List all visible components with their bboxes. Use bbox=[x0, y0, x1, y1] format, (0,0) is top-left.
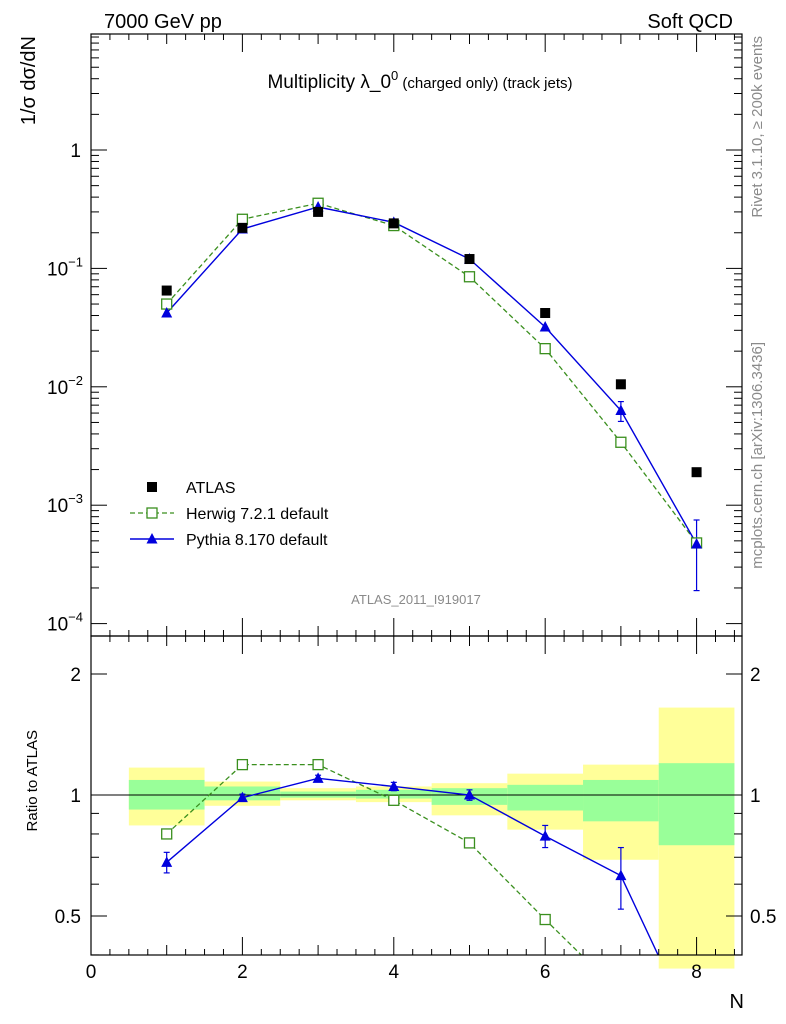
y-tick-label: 10−4 bbox=[47, 610, 83, 636]
herwig-ratio-marker bbox=[236, 758, 249, 771]
pythia-line bbox=[166, 206, 698, 545]
ratio-band-inner bbox=[507, 784, 584, 811]
pythia-marker bbox=[615, 404, 627, 416]
ratio-band-inner bbox=[583, 779, 659, 822]
x-tick-label: 6 bbox=[540, 962, 551, 983]
herwig-marker bbox=[539, 342, 551, 355]
chart-title-main: Multiplicity λ_0 bbox=[267, 72, 391, 93]
herwig-marker bbox=[615, 436, 627, 448]
pythia-ratio-marker bbox=[312, 772, 324, 783]
legend-herwig-marker bbox=[146, 507, 158, 519]
y-tick-base: 10 bbox=[47, 615, 68, 636]
atlas-marker bbox=[691, 467, 702, 478]
ratio-series-clipped bbox=[161, 758, 659, 955]
herwig-line bbox=[166, 202, 698, 544]
legend-label: Herwig 7.2.1 default bbox=[186, 506, 329, 523]
y-tick-base: 10 bbox=[47, 259, 68, 280]
x-tick-label: 4 bbox=[389, 962, 400, 983]
ratio-y-tick-label: 1 bbox=[70, 786, 81, 807]
herwig-marker bbox=[236, 213, 249, 225]
y-tick-label: 10−2 bbox=[47, 373, 83, 399]
x-tick-label: 8 bbox=[691, 962, 702, 983]
ratio-y-axis-title: Ratio to ATLAS bbox=[24, 730, 41, 831]
main-series-group bbox=[161, 197, 703, 592]
x-tick-label: 0 bbox=[86, 962, 97, 983]
atlas-marker bbox=[161, 285, 172, 296]
legend-pythia-marker bbox=[146, 533, 158, 544]
herwig-ratio-marker bbox=[463, 837, 476, 849]
pythia-marker bbox=[539, 320, 551, 332]
ratio-y-tick-label-right: 1 bbox=[750, 786, 761, 807]
legend-label: ATLAS bbox=[186, 480, 236, 497]
herwig-marker bbox=[463, 271, 476, 283]
pythia-ratio-marker bbox=[236, 791, 248, 803]
y-tick-exponent: −2 bbox=[68, 373, 83, 388]
x-tick-label: 2 bbox=[237, 962, 248, 983]
y-tick-exponent: −3 bbox=[68, 491, 83, 506]
atlas-marker bbox=[540, 308, 551, 319]
pythia-ratio-marker bbox=[161, 856, 173, 867]
y-tick-label: 10−1 bbox=[47, 254, 83, 280]
herwig-ratio-marker bbox=[539, 913, 551, 926]
y-axis-title: 1/σ dσ/dN bbox=[18, 36, 40, 125]
ratio-uncertainty-bands bbox=[128, 707, 735, 969]
y-tick-exponent: −4 bbox=[68, 610, 83, 625]
atlas-marker bbox=[615, 379, 626, 390]
herwig-ratio-marker bbox=[388, 794, 400, 806]
pythia-marker bbox=[161, 307, 173, 318]
header-category: Soft QCD bbox=[647, 11, 733, 33]
y-tick-base: 10 bbox=[47, 378, 68, 399]
pythia-ratio-marker bbox=[388, 780, 400, 791]
main-y-ticks: 110−110−210−310−4 bbox=[47, 36, 742, 636]
y-tick-exponent: −1 bbox=[68, 254, 83, 269]
pythia-ratio-marker bbox=[615, 869, 627, 881]
ratio-band-inner bbox=[658, 763, 735, 846]
pythia-ratio-marker bbox=[539, 830, 551, 841]
rivet-version-label: Rivet 3.1.10, ≥ 200k events bbox=[749, 36, 766, 218]
herwig-ratio-marker bbox=[312, 758, 324, 771]
chart-title-superscript: 0 bbox=[391, 68, 398, 83]
atlas-marker bbox=[464, 254, 475, 265]
x-axis-title: N bbox=[730, 991, 744, 1013]
y-tick-label: 10−3 bbox=[47, 491, 83, 517]
herwig-ratio-marker bbox=[161, 828, 173, 840]
pythia-ratio-line bbox=[166, 777, 659, 955]
y-tick-base: 10 bbox=[47, 496, 68, 517]
ratio-ticks: 0 2 4 6 8 0.5 0.5 1 1 2 2 bbox=[55, 34, 776, 983]
mcplots-label: mcplots.cern.ch [arXiv:1306.3436] bbox=[749, 342, 766, 569]
chart-title: Multiplicity λ_00 (charged only) (track … bbox=[267, 68, 572, 93]
ratio-y-tick-label-right: 0.5 bbox=[750, 907, 776, 928]
legend: ATLAS Herwig 7.2.1 default Pythia 8.170 de… bbox=[130, 480, 329, 549]
y-tick-label: 1 bbox=[70, 141, 81, 162]
pythia-marker bbox=[691, 538, 703, 549]
ratio-band-inner bbox=[355, 789, 432, 799]
pythia-ratio-marker bbox=[463, 789, 475, 800]
ratio-series-group bbox=[161, 758, 659, 955]
watermark-label: ATLAS_2011_I919017 bbox=[351, 592, 481, 607]
legend-label: Pythia 8.170 default bbox=[186, 532, 328, 549]
herwig-ratio-line bbox=[166, 763, 583, 955]
header-energy: 7000 GeV pp bbox=[104, 11, 222, 33]
ratio-y-tick-label-right: 2 bbox=[750, 665, 761, 686]
atlas-marker bbox=[313, 206, 324, 217]
atlas-marker bbox=[237, 222, 248, 233]
legend-atlas-marker bbox=[147, 482, 157, 492]
ratio-y-tick-label: 0.5 bbox=[55, 907, 81, 928]
ratio-y-tick-label: 2 bbox=[70, 665, 81, 686]
chart-title-suffix: (charged only) (track jets) bbox=[398, 75, 572, 92]
atlas-marker bbox=[388, 218, 399, 229]
